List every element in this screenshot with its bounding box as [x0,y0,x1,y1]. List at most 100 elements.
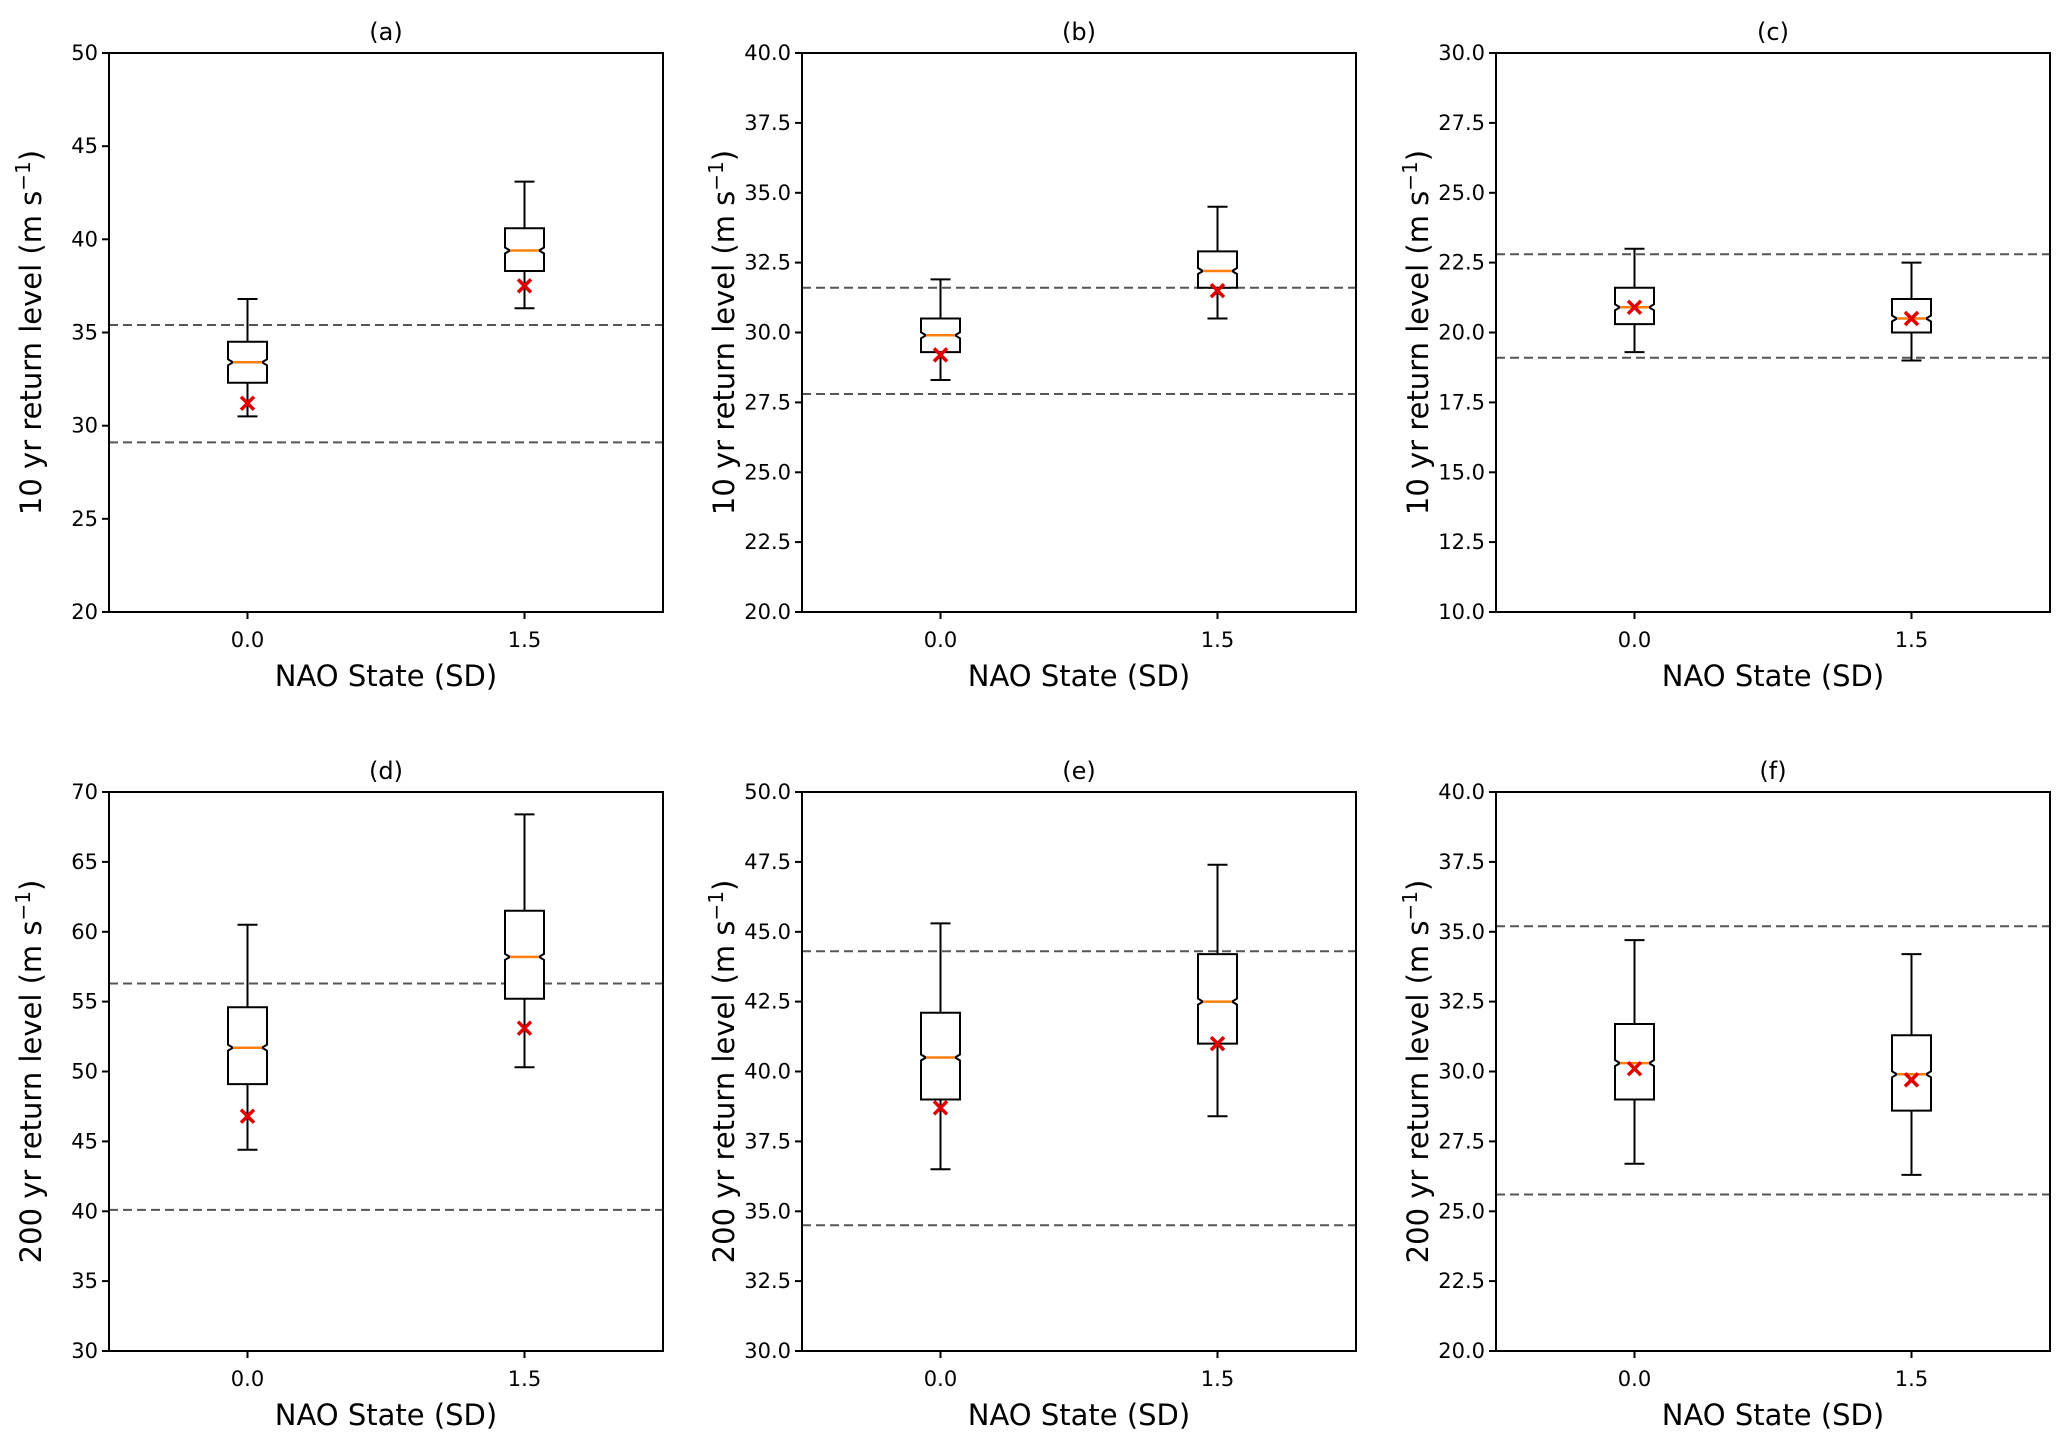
observed-marker [1903,1072,1920,1088]
y-tick-label: 60 [71,920,98,944]
marker-stroke [1209,1035,1226,1052]
x-tick-label: 0.0 [924,628,957,652]
x-tick-label: 0.0 [1618,1367,1651,1391]
plot-frame [1495,791,2051,1352]
marker-stroke [1209,282,1226,299]
y-tick-label: 32.5 [744,1269,791,1293]
y-tick-label: 30.0 [1438,41,1485,65]
plot-frame [801,52,1357,613]
subplot-c: 10.0 12.5 15.0 17.5 20.0 22.5 25.0 27.5 30.0 0.0 1… [1398,18,2051,693]
y-tick-label: 30.0 [1438,1060,1485,1084]
marker-stroke [932,1100,949,1116]
panel-title: (b) [1062,18,1096,46]
y-tick-label: 25.0 [1438,1199,1485,1223]
box-body [504,909,545,1000]
x-tick-label: 0.0 [1618,628,1651,652]
x-axis-label: NAO State (SD) [968,659,1190,693]
observed-marker [239,1108,256,1124]
y-tick-label: 55 [71,990,98,1014]
plot-frame [801,791,1357,1352]
marker-stroke [1903,310,1920,327]
y-axis-label-main: 200 yr return level (m s [1401,920,1435,1263]
y-axis-label-superscript: −1 [704,891,728,920]
x-tick-label: 1.5 [1895,1367,1928,1391]
observed-marker [516,1020,533,1036]
box-body [920,1011,961,1101]
y-axis-label-superscript: −1 [11,891,35,920]
subplot-d: 30 35 40 45 50 55 60 65 70 0.0 1.5 (d) NAO State (SD… [11,757,664,1432]
y-tick-label: 20.0 [744,600,791,624]
y-tick-label: 40 [71,1199,98,1223]
y-tick-label: 32.5 [744,251,791,275]
y-tick-label: 42.5 [744,990,791,1014]
y-tick-label: 50.0 [744,780,791,804]
y-tick-label: 50 [71,41,98,65]
marker-stroke [516,1020,533,1036]
x-axis-label: NAO State (SD) [968,1398,1190,1432]
box-1.5 [1891,261,1932,362]
box-1.5 [1891,953,1932,1176]
y-tick-label: 27.5 [1438,111,1485,135]
box-0.0 [920,278,961,381]
y-tick-label: 17.5 [1438,390,1485,414]
y-axis-label-main: 10 yr return level (m s [14,191,48,515]
y-tick-label: 27.5 [744,390,791,414]
y-tick-label: 20.0 [1438,321,1485,345]
observed-marker [1209,282,1226,299]
panel-title: (f) [1759,757,1786,785]
y-tick-label: 45.0 [744,920,791,944]
y-tick-label: 45 [71,134,98,158]
y-axis-label-superscript: −1 [11,161,35,190]
x-axis-label: NAO State (SD) [1662,659,1884,693]
box-0.0 [227,923,268,1151]
y-tick-label: 30 [71,1339,98,1363]
observed-marker [1903,310,1920,327]
y-axis-label: 200 yr return level (m s−1) [11,880,48,1264]
y-tick-label: 40.0 [744,1060,791,1084]
y-tick-label: 22.5 [1438,251,1485,275]
y-tick-label: 30.0 [744,1339,791,1363]
y-tick-label: 12.5 [1438,530,1485,554]
observed-marker [1626,1060,1643,1077]
box-1.5 [1197,863,1238,1118]
x-tick-label: 0.0 [231,1367,264,1391]
plot-frame [1495,52,2051,613]
y-tick-label: 15.0 [1438,460,1485,484]
y-tick-label: 35.0 [1438,920,1485,944]
y-axis-label: 10 yr return level (m s−1) [11,150,48,515]
observed-marker [1626,299,1643,316]
y-tick-label: 32.5 [1438,990,1485,1014]
box-0.0 [1614,939,1655,1165]
plot-frame [108,52,664,613]
y-tick-label: 40.0 [1438,780,1485,804]
plot-frame [108,791,664,1352]
subplot-a: 20 25 30 35 40 45 50 0.0 1.5 (a) NAO State (SD) 10 … [11,18,664,693]
y-tick-label: 25.0 [744,460,791,484]
y-axis-label-main: 200 yr return level (m s [14,920,48,1263]
y-tick-label: 30.0 [744,321,791,345]
y-tick-label: 70 [71,780,98,804]
observed-marker [932,347,949,363]
y-tick-label: 27.5 [1438,1129,1485,1153]
y-axis-label-close: ) [14,150,48,161]
observed-marker [932,1100,949,1116]
subplot-e: 30.0 32.5 35.0 37.5 40.0 42.5 45.0 47.5 50.0 0.0 1… [704,757,1357,1432]
y-tick-label: 35 [71,321,98,345]
y-axis-label: 200 yr return level (m s−1) [1398,880,1435,1264]
box-1.5 [504,813,545,1069]
box-0.0 [1614,247,1655,354]
y-axis-label-superscript: −1 [1398,891,1422,920]
box-0.0 [920,922,961,1171]
x-tick-label: 1.5 [508,628,541,652]
box-body [1891,298,1932,334]
observed-marker [1209,1035,1226,1052]
box-body [1614,1023,1655,1101]
y-axis-label-main: 200 yr return level (m s [707,920,741,1263]
box-0.0 [227,298,268,418]
y-tick-label: 35.0 [744,1199,791,1223]
y-tick-label: 22.5 [744,530,791,554]
panel-title: (e) [1062,757,1096,785]
x-axis-label: NAO State (SD) [275,659,497,693]
observed-marker [239,395,256,412]
